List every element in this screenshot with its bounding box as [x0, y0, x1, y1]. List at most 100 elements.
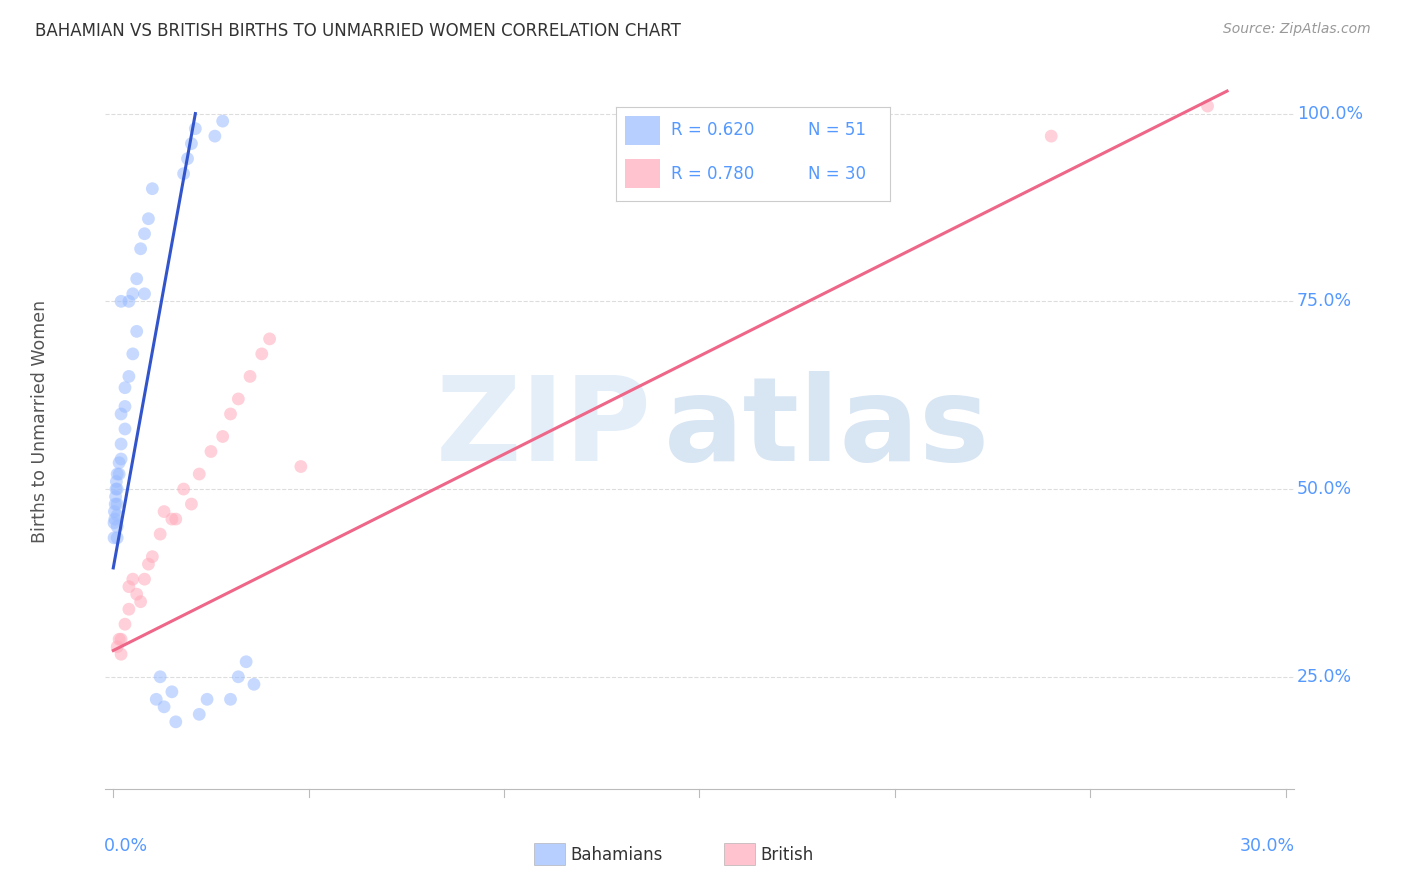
Point: [1040, 129, 1063, 144]
Point: [105, 497, 128, 511]
Point: [125, 272, 148, 286]
Text: 25.0%: 25.0%: [1298, 668, 1353, 686]
Point: [121, 572, 143, 586]
Point: [103, 505, 125, 519]
Point: [103, 531, 125, 545]
Point: [184, 121, 207, 136]
Point: [165, 714, 187, 729]
Point: [141, 182, 163, 196]
Point: [200, 444, 222, 458]
Point: [105, 508, 128, 523]
Point: [118, 294, 141, 309]
Point: [243, 677, 266, 691]
Point: [141, 549, 163, 564]
Point: [110, 452, 132, 467]
Text: 0.0%: 0.0%: [104, 838, 149, 855]
Point: [108, 632, 131, 647]
Point: [228, 392, 250, 406]
Point: [105, 519, 128, 533]
Point: [103, 516, 125, 530]
Point: [1197, 99, 1219, 113]
Text: Source: ZipAtlas.com: Source: ZipAtlas.com: [1223, 22, 1371, 37]
Point: [118, 580, 141, 594]
Point: [239, 369, 262, 384]
Point: [110, 647, 132, 661]
Point: [211, 429, 233, 443]
Point: [153, 505, 176, 519]
Point: [259, 332, 281, 346]
Point: [149, 670, 172, 684]
Point: [250, 347, 273, 361]
Text: Bahamians: Bahamians: [571, 846, 664, 863]
Point: [108, 467, 131, 481]
Text: BAHAMIAN VS BRITISH BIRTHS TO UNMARRIED WOMEN CORRELATION CHART: BAHAMIAN VS BRITISH BIRTHS TO UNMARRIED …: [35, 22, 681, 40]
Point: [105, 475, 128, 489]
Point: [114, 617, 136, 632]
Point: [134, 572, 156, 586]
Point: [108, 456, 131, 470]
Point: [180, 497, 202, 511]
Point: [121, 347, 143, 361]
Point: [153, 699, 176, 714]
Point: [125, 587, 148, 601]
Point: [105, 640, 128, 654]
Point: [149, 527, 172, 541]
Text: 75.0%: 75.0%: [1298, 293, 1353, 310]
Text: 50.0%: 50.0%: [1298, 480, 1353, 498]
Text: Births to Unmarried Women: Births to Unmarried Women: [31, 300, 49, 543]
Point: [138, 557, 160, 571]
Point: [110, 294, 132, 309]
Point: [160, 512, 183, 526]
Text: 30.0%: 30.0%: [1240, 838, 1295, 855]
Point: [104, 490, 127, 504]
Point: [228, 670, 250, 684]
Point: [110, 632, 132, 647]
Point: [134, 286, 156, 301]
Text: R = 0.780: R = 0.780: [671, 164, 755, 183]
Text: ZIP: ZIP: [436, 371, 652, 486]
Point: [134, 227, 156, 241]
Point: [125, 324, 148, 338]
Point: [105, 467, 128, 481]
Point: [104, 512, 127, 526]
Point: [138, 211, 160, 226]
Point: [129, 595, 152, 609]
Point: [219, 407, 242, 421]
Text: atlas: atlas: [664, 371, 990, 486]
Bar: [624, 160, 661, 187]
Point: [180, 136, 202, 151]
Point: [176, 152, 198, 166]
Point: [211, 114, 233, 128]
Text: N = 51: N = 51: [808, 121, 866, 139]
Text: N = 30: N = 30: [808, 164, 866, 183]
Point: [165, 512, 187, 526]
Point: [195, 692, 218, 706]
Point: [121, 286, 143, 301]
Point: [290, 459, 312, 474]
Point: [114, 422, 136, 436]
Point: [204, 129, 226, 144]
Point: [145, 692, 167, 706]
Point: [173, 482, 195, 496]
Point: [104, 497, 127, 511]
Point: [110, 437, 132, 451]
Point: [129, 242, 152, 256]
Point: [110, 407, 132, 421]
Point: [235, 655, 257, 669]
Text: British: British: [761, 846, 814, 863]
Point: [118, 369, 141, 384]
Point: [105, 482, 128, 496]
Point: [105, 482, 128, 496]
Point: [118, 602, 141, 616]
Point: [188, 467, 211, 481]
Point: [173, 167, 195, 181]
Text: R = 0.620: R = 0.620: [671, 121, 755, 139]
Point: [114, 381, 136, 395]
Bar: [624, 116, 661, 145]
Point: [160, 685, 183, 699]
Text: 100.0%: 100.0%: [1298, 104, 1364, 122]
Point: [114, 400, 136, 414]
Point: [188, 707, 211, 722]
Point: [219, 692, 242, 706]
Point: [105, 531, 128, 545]
